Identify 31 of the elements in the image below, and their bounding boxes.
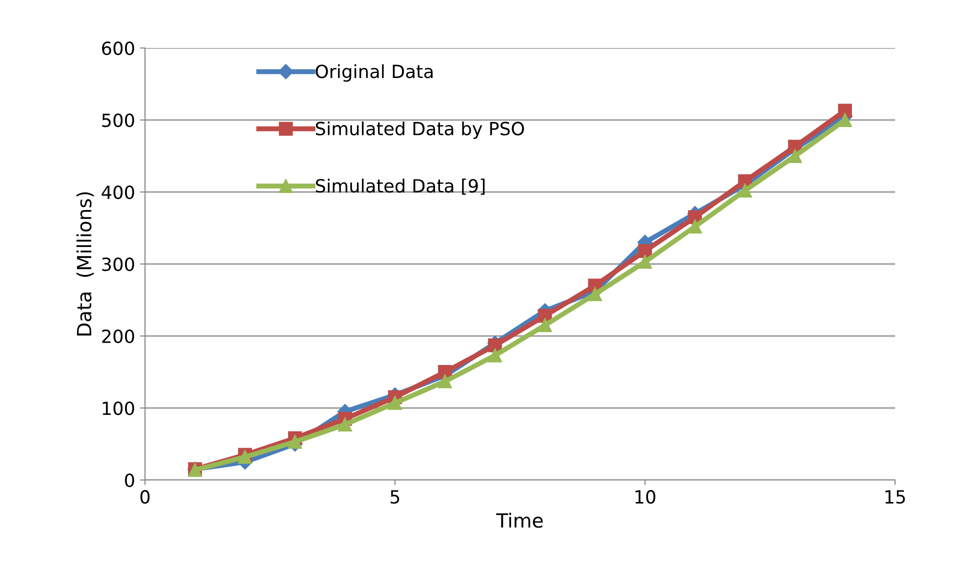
x-axis-title: Time — [496, 512, 543, 528]
point — [338, 418, 352, 432]
point — [838, 104, 852, 118]
y-tick-label: 500 — [102, 113, 134, 128]
legend-label: Simulated Data by PSO — [316, 121, 524, 139]
x-tick-label: 0 — [140, 490, 150, 504]
legend-label: Simulated Data [9] — [316, 178, 485, 195]
point — [688, 220, 702, 234]
x-tick-label: 15 — [885, 490, 905, 504]
point — [788, 149, 802, 163]
point — [438, 374, 452, 388]
point — [488, 348, 502, 362]
point — [238, 450, 252, 464]
point — [638, 244, 652, 258]
legend-label: Original Data — [316, 64, 433, 82]
point — [288, 434, 302, 449]
y-tick-label: 600 — [102, 41, 134, 56]
x-tick-label: 5 — [390, 490, 400, 504]
point — [538, 318, 552, 332]
y-tick-label: 400 — [102, 185, 134, 200]
y-tick-label: 200 — [102, 329, 134, 344]
point — [588, 287, 602, 302]
point — [738, 184, 752, 198]
y-axis-title: Data (Millions) — [76, 192, 94, 336]
x-tick-label: 10 — [635, 490, 656, 504]
point — [838, 113, 852, 127]
point — [388, 396, 402, 410]
point — [638, 254, 652, 269]
y-tick-label: 100 — [102, 401, 134, 416]
y-tick-label: 0 — [124, 473, 134, 488]
y-tick-label: 300 — [102, 257, 134, 272]
